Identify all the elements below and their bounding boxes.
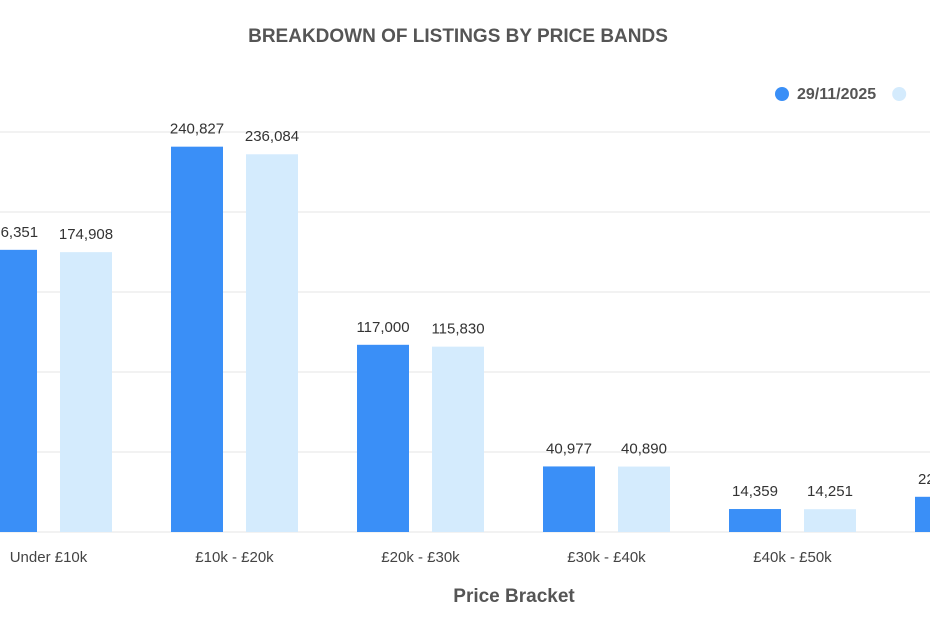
x-tick-label: £30k - £40k [567,549,646,566]
bar [543,466,595,532]
data-label: 22,000 [918,471,930,488]
data-label: 174,908 [59,226,113,243]
bar [0,249,37,533]
data-label: 14,251 [807,483,853,500]
legend-label: 29/11/2025 [797,86,876,103]
legend-marker [775,87,789,101]
x-tick-label: Under £10k [10,549,88,566]
data-label: 176,351 [0,224,38,241]
x-axis-title: Price Bracket [453,586,575,607]
bar [729,509,781,532]
data-label: 240,827 [170,121,224,138]
legend-marker [892,87,907,101]
x-tick-label: £10k - £20k [195,549,274,566]
bar [618,466,670,532]
bar [804,509,856,532]
data-label: 117,000 [356,319,409,336]
bar [432,346,484,532]
data-label: 115,830 [431,321,484,338]
data-label: 14,359 [732,483,778,500]
data-label: 40,977 [546,440,592,457]
data-label: 236,084 [245,128,299,145]
bar [357,344,409,532]
bar [915,496,930,532]
data-label: 40,890 [621,441,667,458]
x-tick-label: £40k - £50k [753,549,832,566]
x-tick-label: £20k - £30k [381,549,460,566]
chart-title: BREAKDOWN OF LISTINGS BY PRICE BANDS [248,26,668,47]
bar [60,252,112,532]
bar [171,146,223,532]
bar [246,154,298,532]
